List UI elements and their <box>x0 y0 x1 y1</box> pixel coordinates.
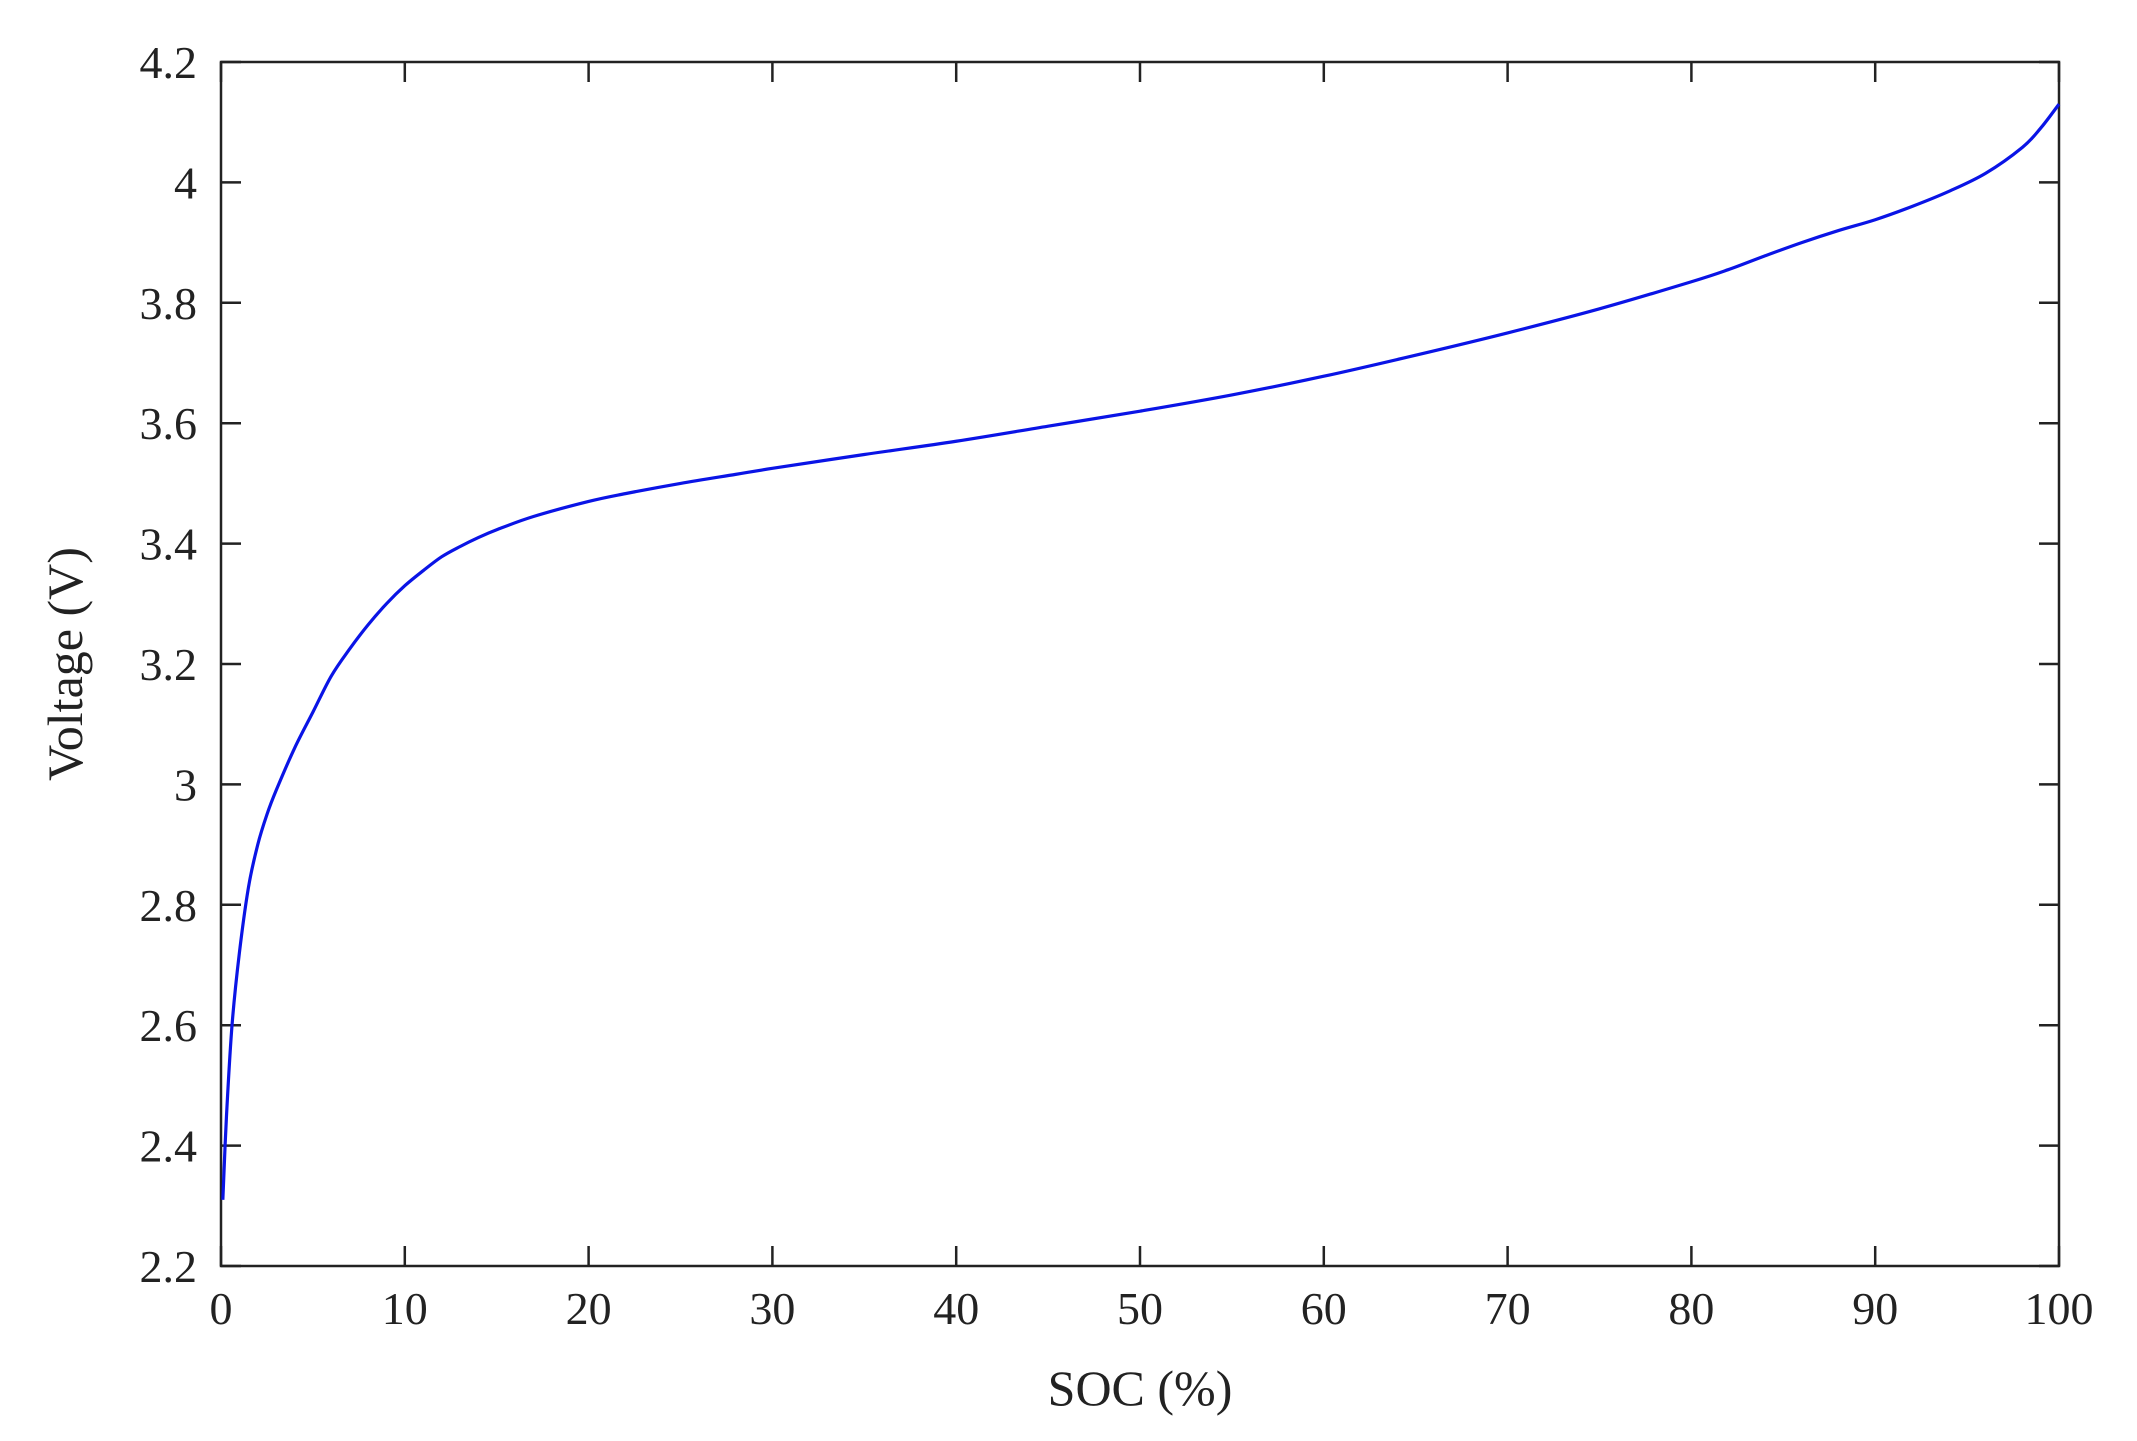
y-tick-label: 2.8 <box>140 880 198 931</box>
x-tick-label: 40 <box>933 1283 979 1334</box>
x-tick-label: 100 <box>2025 1283 2094 1334</box>
y-tick-label: 2.6 <box>140 1000 198 1051</box>
y-tick-label: 4 <box>174 157 197 208</box>
x-tick-label: 60 <box>1301 1283 1347 1334</box>
x-axis-label: SOC (%) <box>1048 1360 1233 1416</box>
x-tick-label: 10 <box>382 1283 428 1334</box>
y-tick-label: 3 <box>174 759 197 810</box>
x-tick-label: 80 <box>1668 1283 1714 1334</box>
y-tick-label: 3.8 <box>140 278 198 329</box>
y-tick-label: 3.4 <box>140 519 198 570</box>
voltage-series-line <box>221 103 2061 1200</box>
y-tick-label: 3.2 <box>140 639 198 690</box>
x-tick-label: 0 <box>210 1283 233 1334</box>
y-axis-ticks: 2.2 2.4 2.6 2.8 3 3.2 3.4 3.6 3.8 4 4.2 <box>140 37 2059 1292</box>
y-tick-label: 2.2 <box>140 1241 198 1292</box>
plot-area-frame <box>219 60 2061 1268</box>
y-tick-label: 2.4 <box>140 1121 198 1172</box>
x-tick-label: 50 <box>1117 1283 1163 1334</box>
x-tick-label: 20 <box>566 1283 612 1334</box>
x-tick-label: 90 <box>1852 1283 1898 1334</box>
series-layer <box>221 103 2061 1200</box>
y-axis-label: Voltage (V) <box>37 547 93 781</box>
y-tick-label: 3.6 <box>140 398 198 449</box>
x-tick-label: 70 <box>1485 1283 1531 1334</box>
y-tick-label: 4.2 <box>140 37 198 88</box>
x-tick-label: 30 <box>749 1283 795 1334</box>
x-axis-ticks: 0 10 20 30 40 50 60 70 80 90 100 <box>210 62 2094 1334</box>
